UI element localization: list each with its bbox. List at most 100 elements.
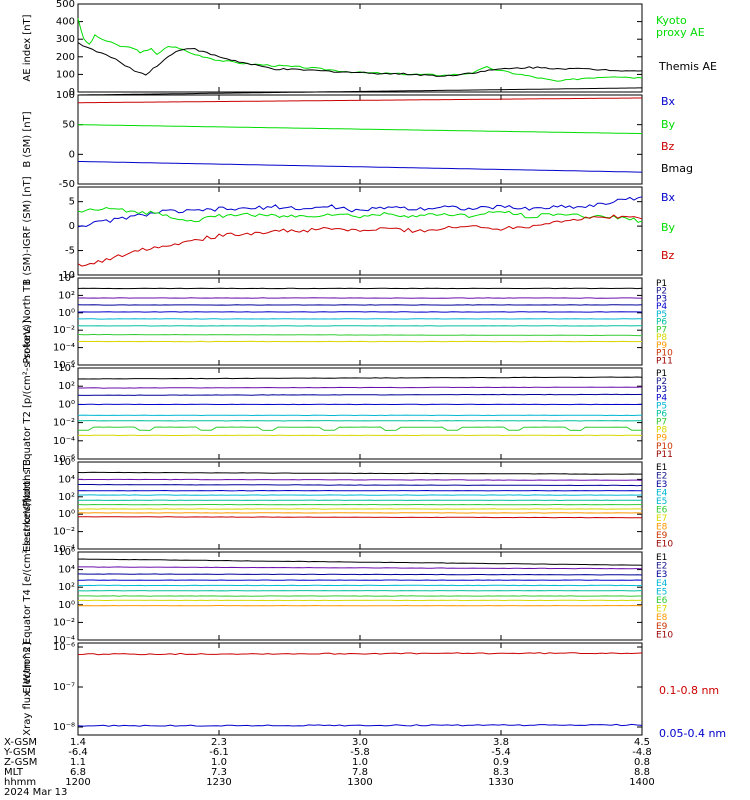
legend-label: P8 (656, 333, 667, 343)
legend-label: P9 (656, 341, 667, 351)
y-tick-label: 10⁻² (53, 527, 75, 538)
legend-label: P3 (656, 294, 667, 304)
ephemeris-row-label: MLT (4, 767, 24, 778)
y-tick-label: 10⁰ (58, 600, 75, 611)
y-axis-label: Protons Equator T2 [p/(cm²-s-sr-keV)] (22, 320, 33, 507)
y-tick-label: 200 (56, 52, 75, 63)
legend-label: P3 (656, 385, 667, 395)
legend-label: proxy AE (656, 26, 705, 39)
legend-label: E10 (656, 630, 673, 640)
series-line-E3 (77, 573, 643, 576)
y-tick-label: 10² (58, 381, 75, 392)
legend-label: Kyoto (656, 14, 687, 27)
y-tick-label: 500 (56, 0, 75, 10)
series-line-Themis-AE (77, 42, 643, 77)
series-line-E1 (77, 558, 643, 566)
ephemeris-value: 1330 (488, 777, 513, 788)
legend-label: P10 (656, 349, 673, 359)
y-tick-label: 400 (56, 17, 75, 28)
ephemeris-value: 7.3 (211, 767, 227, 778)
panel-frame (77, 277, 643, 366)
series-line-Bx (78, 161, 642, 173)
legend-label: Bz (661, 249, 675, 262)
series-line-P3 (77, 393, 643, 396)
y-tick-label: 10⁴ (58, 565, 75, 576)
ephemeris-value: 7.8 (352, 767, 368, 778)
legend-label: P2 (656, 287, 667, 297)
legend-label: E8 (656, 613, 668, 623)
y-tick-label: -5 (65, 246, 75, 257)
y-axis-label: B (SM)-IGRF (SM) [nT] (22, 176, 33, 285)
legend-label: E2 (656, 562, 667, 572)
ephemeris-value: 1.1 (70, 757, 86, 768)
ephemeris-value: 1300 (347, 777, 372, 788)
legend-label: E1 (656, 463, 667, 473)
legend-label: E9 (656, 622, 668, 632)
ephemeris-row-label: Y-GSM (3, 747, 36, 758)
series-line-By (78, 124, 643, 135)
legend-label: P11 (656, 356, 673, 366)
legend-label: E1 (656, 553, 667, 563)
legend-label: P11 (656, 450, 673, 460)
y-tick-label: 10⁻⁴ (53, 635, 75, 646)
y-tick-label: 10² (58, 582, 75, 593)
series-line-Kyoto-proxy-AE (77, 18, 643, 82)
ephemeris-value: 0.8 (634, 757, 650, 768)
series-line-E2 (78, 566, 643, 570)
ephemeris-row-label: 2024 Mar 13 (4, 787, 67, 798)
y-tick-label: -10 (59, 270, 75, 281)
y-tick-label: 5 (69, 197, 75, 208)
legend-label: E7 (656, 605, 667, 615)
y-tick-label: 10⁴ (58, 273, 75, 284)
series-line-P7 (77, 333, 642, 337)
ephemeris-value: 4.5 (634, 737, 650, 748)
ephemeris-value: -6.1 (209, 747, 229, 758)
ephemeris-value: 1.4 (70, 737, 86, 748)
legend-label: E10 (656, 540, 673, 550)
legend-label: P1 (656, 279, 667, 289)
y-tick-label: 10⁻⁸ (53, 722, 75, 733)
y-tick-label: 0 (69, 87, 75, 98)
panel-frame (77, 461, 643, 550)
series-line-Bz (77, 214, 643, 267)
y-tick-label: 10⁻² (53, 325, 75, 336)
legend-label: E4 (656, 579, 668, 589)
legend-label: E7 (656, 514, 667, 524)
series-line-Bmag (77, 87, 642, 96)
legend-label: By (661, 118, 676, 131)
y-tick-label: 100 (56, 69, 75, 80)
legend-label: P7 (656, 418, 667, 428)
ephemeris-value: 8.3 (493, 767, 509, 778)
series-line-P2 (78, 386, 643, 389)
y-axis-label: Protons North T1 (22, 279, 33, 363)
series-line-By (77, 206, 643, 223)
y-tick-label: 300 (56, 34, 75, 45)
legend-label: P6 (656, 409, 667, 419)
series-line-E1 (77, 471, 642, 475)
series-line-Bz (78, 97, 642, 104)
legend-label: E2 (656, 472, 667, 482)
y-axis-label: B (SM) [nT] (22, 111, 33, 167)
legend-label: E4 (656, 489, 668, 499)
y-tick-label: 50 (62, 120, 75, 131)
y-tick-label: 10⁻⁴ (53, 436, 75, 447)
y-tick-label: 10⁻⁶ (53, 642, 75, 653)
y-tick-label: 10² (58, 290, 75, 301)
panel-frame (77, 642, 643, 736)
legend-label: P10 (656, 442, 673, 452)
ephemeris-value: 6.8 (70, 767, 86, 778)
series-line-E2 (77, 478, 643, 481)
legend-label: E6 (656, 506, 668, 516)
ephemeris-value: -4.8 (632, 747, 652, 758)
y-tick-label: 10² (58, 492, 75, 503)
ephemeris-row-label: hhmm (4, 777, 36, 788)
legend-label: E5 (656, 497, 667, 507)
legend-label: Themis AE (658, 60, 717, 73)
legend-label: P6 (656, 318, 667, 328)
y-tick-label: 0 (69, 221, 75, 232)
ephemeris-value: 1.0 (211, 757, 227, 768)
ephemeris-value: 3.8 (493, 737, 509, 748)
legend-label: E6 (656, 596, 668, 606)
y-tick-label: 10⁻⁶ (53, 360, 75, 371)
series-line-E3 (78, 483, 643, 487)
